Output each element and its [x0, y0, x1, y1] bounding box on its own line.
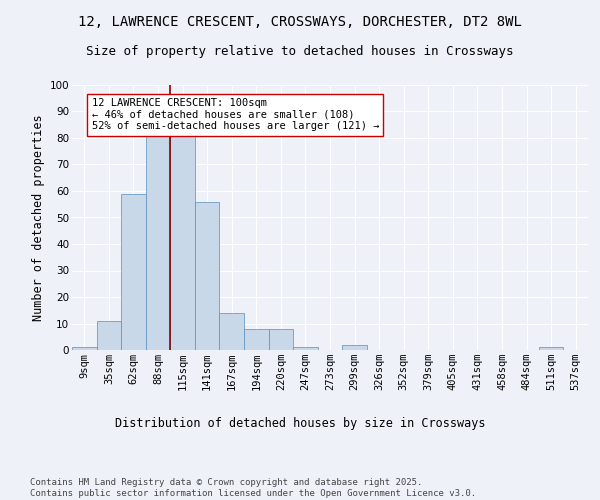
Text: 12 LAWRENCE CRESCENT: 100sqm
← 46% of detached houses are smaller (108)
52% of s: 12 LAWRENCE CRESCENT: 100sqm ← 46% of de…: [92, 98, 379, 132]
Bar: [195, 202, 220, 350]
Bar: [220, 313, 244, 350]
Bar: [121, 194, 146, 350]
Bar: [146, 132, 170, 350]
Bar: [342, 344, 367, 350]
Text: Distribution of detached houses by size in Crossways: Distribution of detached houses by size …: [115, 418, 485, 430]
Bar: [170, 132, 195, 350]
Bar: [293, 348, 318, 350]
Y-axis label: Number of detached properties: Number of detached properties: [32, 114, 46, 321]
Text: 12, LAWRENCE CRESCENT, CROSSWAYS, DORCHESTER, DT2 8WL: 12, LAWRENCE CRESCENT, CROSSWAYS, DORCHE…: [78, 15, 522, 29]
Bar: [244, 329, 269, 350]
Text: Size of property relative to detached houses in Crossways: Size of property relative to detached ho…: [86, 45, 514, 58]
Bar: [269, 329, 293, 350]
Bar: [539, 348, 563, 350]
Text: Contains HM Land Registry data © Crown copyright and database right 2025.
Contai: Contains HM Land Registry data © Crown c…: [30, 478, 476, 498]
Bar: [97, 321, 121, 350]
Bar: [72, 348, 97, 350]
